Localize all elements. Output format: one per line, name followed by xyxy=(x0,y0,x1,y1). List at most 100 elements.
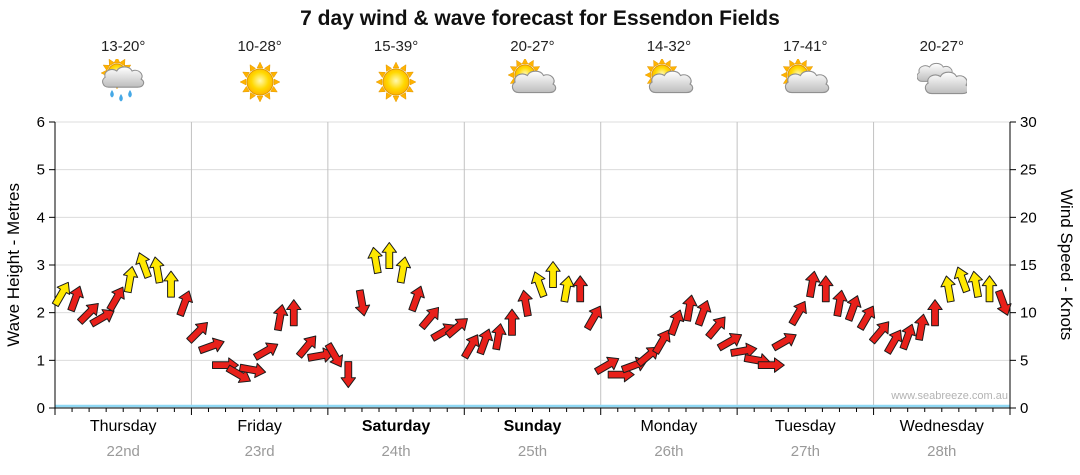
day-header: 14-32° xyxy=(601,38,737,103)
day-date: 27th xyxy=(790,443,820,460)
sun-icon xyxy=(371,59,421,103)
day-temp-range: 13-20° xyxy=(101,38,146,55)
wind-arrow xyxy=(186,322,208,344)
wind-arrow xyxy=(995,289,1012,316)
wind-arrow xyxy=(491,323,507,351)
right-tick-label: 30 xyxy=(1020,114,1037,131)
day-date: 22nd xyxy=(106,443,140,460)
wind-arrow xyxy=(583,305,603,331)
wind-arrow xyxy=(844,295,862,322)
wind-arrow xyxy=(517,289,533,317)
day-temp-range: 15-39° xyxy=(373,38,419,55)
wind-arrow xyxy=(444,318,468,339)
wind-arrow xyxy=(89,309,115,328)
right-tick-label: 15 xyxy=(1020,257,1037,274)
day-temp-range: 14-32° xyxy=(646,38,692,55)
wind-arrow xyxy=(940,275,956,303)
wind-arrow xyxy=(530,271,548,298)
wind-arrow xyxy=(899,323,917,351)
right-tick-label: 5 xyxy=(1020,352,1028,369)
day-date: 24th xyxy=(381,443,411,460)
wind-arrow xyxy=(324,342,344,368)
day-date: 28th xyxy=(927,443,957,460)
sun-cloud-icon xyxy=(780,57,830,103)
wind-arrow xyxy=(106,286,125,312)
wind-arrow xyxy=(805,270,821,298)
day-name: Saturday xyxy=(361,418,431,435)
sun-icon xyxy=(235,59,285,103)
wind-arrow xyxy=(545,261,561,288)
right-axis-label: Wind Speed - Knots xyxy=(1057,189,1076,341)
page-title: 7 day wind & wave forecast for Essendon … xyxy=(300,7,780,30)
right-tick-label: 10 xyxy=(1020,305,1037,322)
wind-arrow xyxy=(856,305,876,331)
wind-arrow xyxy=(504,308,520,336)
wind-arrow xyxy=(67,285,84,313)
wind-arrow xyxy=(716,332,743,352)
wind-arrow xyxy=(163,270,179,298)
right-tick-label: 25 xyxy=(1020,162,1037,179)
wind-arrow xyxy=(694,299,712,327)
wind-arrow xyxy=(418,306,440,331)
day-header: 20-27° xyxy=(464,38,600,103)
wind-arrow xyxy=(354,289,371,317)
wind-arrow xyxy=(884,329,903,355)
sun-cloud-icon xyxy=(507,57,557,103)
day-header: 13-20° xyxy=(55,38,191,103)
wind-arrow xyxy=(868,321,890,345)
wind-arrow xyxy=(667,309,685,337)
day-date: 25th xyxy=(517,443,548,460)
right-tick-label: 20 xyxy=(1020,209,1037,226)
wind-arrow xyxy=(559,275,575,303)
wind-arrow xyxy=(914,313,930,341)
wind-arrow xyxy=(953,266,971,294)
day-date: 23rd xyxy=(244,443,275,460)
wind-arrow xyxy=(307,347,335,363)
wind-arrow xyxy=(253,342,279,361)
day-header: 10-28° xyxy=(191,38,327,103)
day-temp-range: 20-27° xyxy=(919,38,964,55)
wind-arrow xyxy=(135,252,152,279)
wind-arrow xyxy=(122,265,139,294)
wind-arrow xyxy=(705,316,726,340)
day-name: Tuesday xyxy=(774,418,836,435)
day-name: Monday xyxy=(640,418,698,435)
wind-arrow xyxy=(198,337,225,355)
wind-arrow xyxy=(981,275,998,303)
wind-arrow xyxy=(771,332,797,352)
left-tick-label: 1 xyxy=(37,352,45,369)
wind-arrow xyxy=(652,329,671,355)
day-header: 17-41° xyxy=(737,38,873,103)
watermark: www.seabreeze.com.au xyxy=(891,390,1008,402)
cloud-icon xyxy=(916,59,970,103)
left-tick-label: 0 xyxy=(37,400,45,417)
day-name: Thursday xyxy=(89,418,157,435)
day-temp-range: 17-41° xyxy=(783,38,828,55)
wind-arrow xyxy=(635,346,659,368)
day-temp-range: 20-27° xyxy=(510,38,555,55)
wind-arrow xyxy=(832,289,848,317)
wind-arrow xyxy=(295,335,317,359)
wind-arrow xyxy=(286,299,302,327)
wind-arrow xyxy=(395,256,412,284)
left-axis-label: Wave Height - Metres xyxy=(4,183,23,347)
day-name: Sunday xyxy=(503,418,562,435)
wind-arrow xyxy=(273,304,289,332)
wind-arrow xyxy=(176,290,193,317)
day-header: 15-39° xyxy=(328,38,464,103)
left-tick-label: 2 xyxy=(37,305,45,322)
wind-arrow xyxy=(340,361,356,389)
wind-arrow xyxy=(927,299,943,327)
wind-arrow xyxy=(757,357,785,373)
sun-cloud-icon xyxy=(644,57,694,103)
wind-arrow xyxy=(51,281,71,308)
sun-cloud-rain-icon xyxy=(98,56,148,103)
left-tick-label: 3 xyxy=(37,257,45,274)
wind-arrow xyxy=(149,256,165,284)
wind-arrow xyxy=(238,362,267,379)
wind-arrow xyxy=(476,328,494,356)
day-name: Friday xyxy=(237,418,282,435)
wind-arrow xyxy=(572,275,588,303)
wind-arrow xyxy=(967,270,983,298)
